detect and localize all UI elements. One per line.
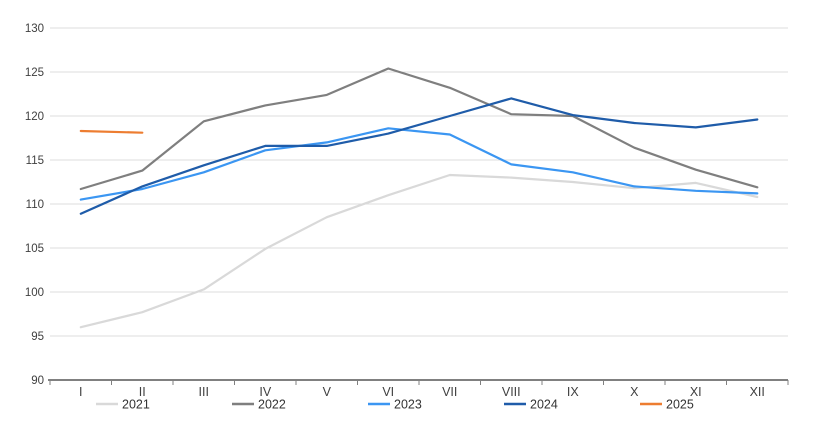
x-axis-label-VII: VII (442, 385, 457, 399)
legend-label-2022: 2022 (258, 398, 286, 412)
x-axis-label-XI: XI (690, 385, 702, 399)
x-axis-label-VI: VI (382, 385, 394, 399)
series-line-2024 (79, 97, 759, 215)
y-axis-label-120: 120 (25, 111, 44, 123)
legend-label-2021: 2021 (122, 398, 150, 412)
legend-label-2024: 2024 (530, 398, 558, 412)
series-line-2021 (79, 173, 759, 329)
x-axis-label-IX: IX (567, 385, 579, 399)
series-line-2022 (79, 67, 759, 191)
y-axis-label-130: 130 (25, 23, 44, 35)
y-axis-label-115: 115 (26, 155, 44, 167)
x-axis-label-II: II (139, 385, 146, 399)
x-axis-label-IV: IV (259, 385, 271, 399)
x-axis-label-I: I (79, 385, 82, 399)
y-axis-label-100: 100 (25, 287, 44, 299)
y-axis-label-110: 110 (26, 199, 44, 211)
x-axis-label-X: X (630, 385, 639, 399)
x-axis-label-V: V (323, 385, 332, 399)
y-axis-label-90: 90 (31, 375, 44, 387)
y-axis-label-95: 95 (31, 331, 44, 343)
legend-label-2023: 2023 (394, 398, 422, 412)
series-line-2023 (79, 127, 759, 201)
series-line-2025 (79, 129, 144, 134)
x-axis-label-III: III (199, 385, 209, 399)
legend-label-2025: 2025 (666, 398, 694, 412)
y-axis-label-125: 125 (25, 67, 44, 79)
x-axis-label-VIII: VIII (502, 385, 521, 399)
x-axis-label-XII: XII (750, 385, 765, 399)
y-axis-label-105: 105 (25, 243, 44, 255)
